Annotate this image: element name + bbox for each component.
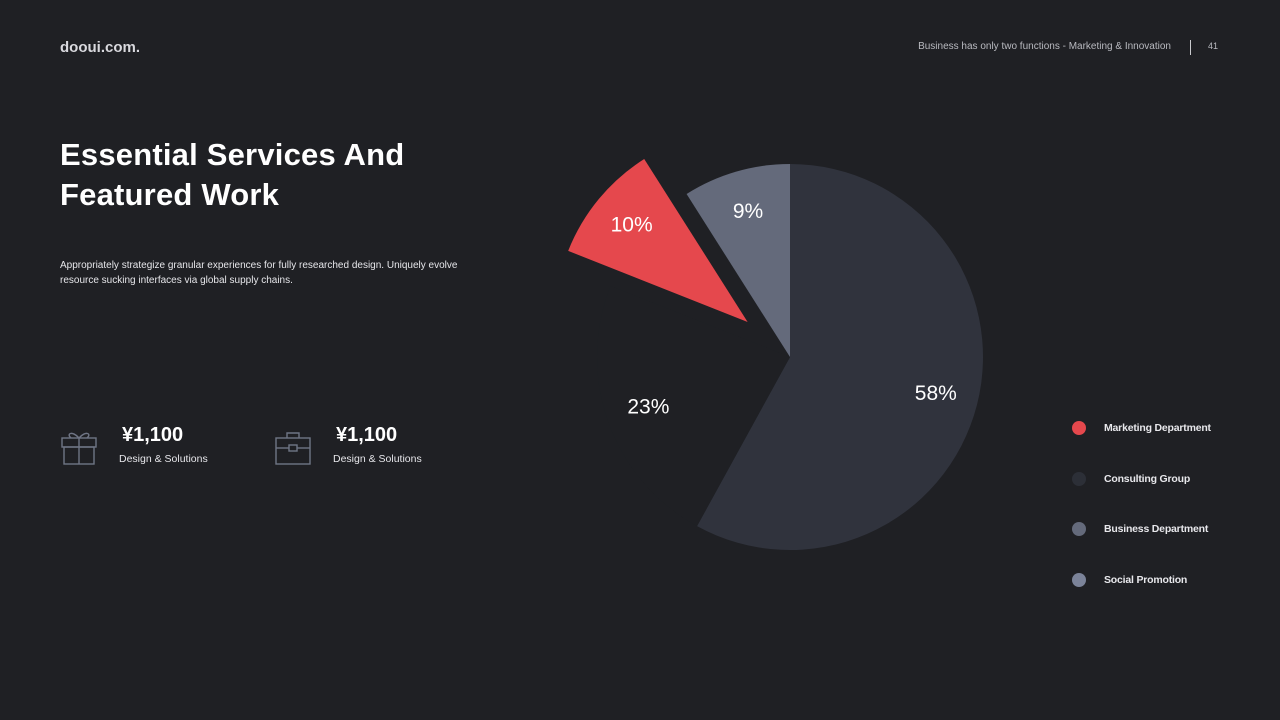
stat-value: ¥1,100 <box>336 424 398 446</box>
legend-label: Consulting Group <box>1104 472 1191 485</box>
pie-slice <box>686 164 790 357</box>
header-tagline: Business has only two functions - Market… <box>918 41 1171 52</box>
stat-value: ¥1,100 <box>122 424 184 446</box>
header-divider <box>1190 40 1191 55</box>
brand-logo: dooui.com. <box>60 39 140 56</box>
page-description: Appropriately strategize granular experi… <box>60 260 458 286</box>
legend-label: Business Department <box>1104 523 1209 535</box>
legend-swatch <box>1072 421 1086 435</box>
slice-label: 23% <box>627 396 669 419</box>
legend-swatch <box>1072 572 1086 587</box>
legend-label: Marketing Department <box>1104 422 1211 434</box>
legend-swatch <box>1072 471 1086 486</box>
briefcase-icon <box>275 432 311 465</box>
gift-icon <box>61 432 97 465</box>
legend-label: Social Promotion <box>1104 573 1188 586</box>
stat-label: Design & Solutions <box>333 453 422 465</box>
stat-label: Design & Solutions <box>119 453 208 465</box>
page-title: Essential Services And Featured Work <box>60 137 405 212</box>
pie-slice <box>597 285 790 527</box>
legend-swatch <box>1072 522 1086 536</box>
slice-label: 58% <box>915 382 957 405</box>
pie-slice <box>568 158 748 322</box>
slice-label: 9% <box>733 200 763 223</box>
slice-label: 10% <box>611 214 653 237</box>
page-number: 41 <box>1208 41 1219 51</box>
pie-slice <box>697 164 984 551</box>
